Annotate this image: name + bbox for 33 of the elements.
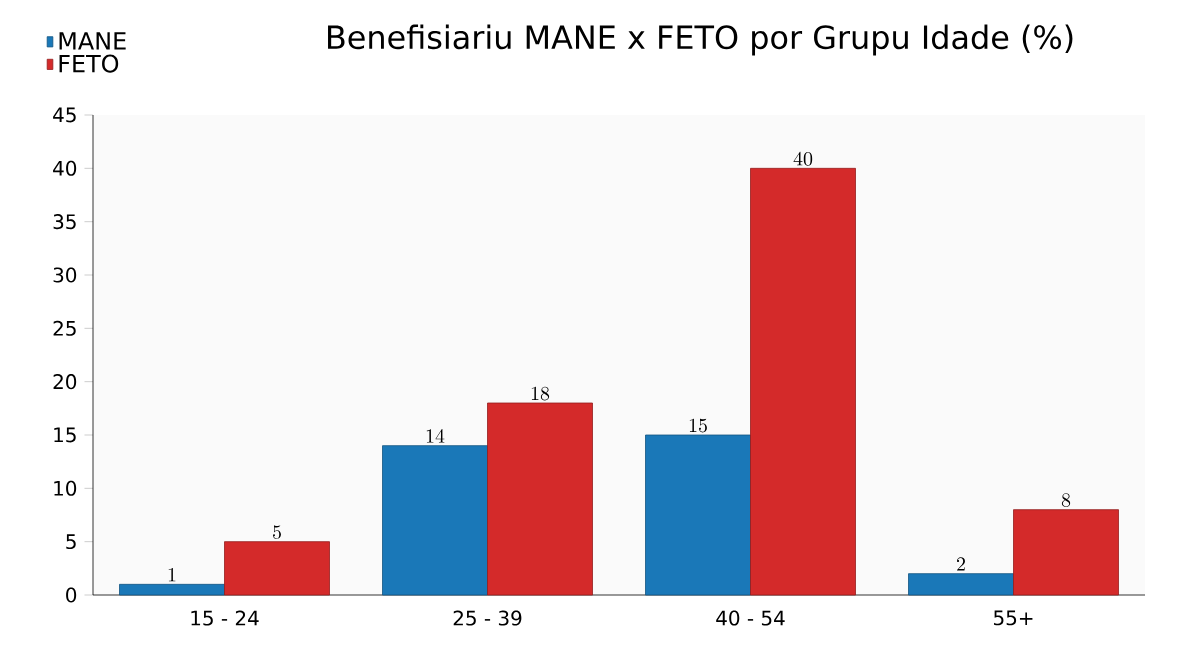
chart-title: Benefisiariu MANE x FETO por Grupu Idade (%) <box>328 24 1073 56</box>
data-label: 15 <box>689 418 707 433</box>
y-tick-label: 35 <box>53 214 76 230</box>
data-label: 5 <box>273 525 281 540</box>
x-tick-label: 55+ <box>994 610 1033 626</box>
y-tick-label: 5 <box>66 534 76 550</box>
bar <box>119 583 225 596</box>
data-label: 18 <box>531 386 550 401</box>
bar <box>908 573 1014 596</box>
data-label: 1 <box>168 568 176 582</box>
legend-label: MANE <box>59 32 126 50</box>
x-tick-label: 25 - 39 <box>453 610 522 626</box>
bar <box>382 445 488 596</box>
y-tick-label: 0 <box>66 587 77 603</box>
data-label: 14 <box>426 429 445 443</box>
y-tick-label: 45 <box>53 107 76 123</box>
bar <box>645 434 751 596</box>
bar <box>750 167 856 596</box>
bar <box>224 541 330 596</box>
data-label: 2 <box>957 557 965 571</box>
bar <box>487 402 593 596</box>
y-tick-label: 10 <box>54 480 77 496</box>
y-tick-label: 30 <box>53 267 77 283</box>
bar <box>1013 509 1119 596</box>
x-tick-label: 15 - 24 <box>191 610 259 626</box>
x-tick-label: 40 - 54 <box>716 610 785 626</box>
y-tick-label: 20 <box>53 374 77 390</box>
data-label: 8 <box>1061 493 1071 508</box>
legend-label: FETO <box>59 54 119 73</box>
y-tick-label: 25 <box>53 320 76 336</box>
y-tick-label: 15 <box>54 427 76 443</box>
data-label: 40 <box>793 151 813 166</box>
y-tick-label: 40 <box>53 160 77 176</box>
